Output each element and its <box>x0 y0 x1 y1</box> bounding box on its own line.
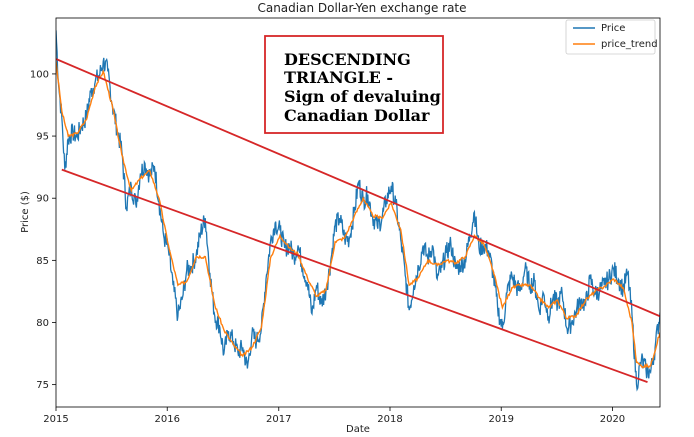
x-tick-label-2019: 2019 <box>489 414 514 425</box>
annotation-line-4: Canadian Dollar <box>284 106 430 125</box>
y-tick-label-85: 85 <box>36 256 49 267</box>
y-axis-title: Price ($) <box>20 191 31 233</box>
y-tick-label-90: 90 <box>36 194 49 205</box>
annotation-line-1: DESCENDING <box>284 50 411 69</box>
legend: Price price_trend <box>565 19 658 55</box>
y-axis-ticks: 75 80 85 90 95 100 <box>30 69 56 391</box>
series-line-price <box>56 30 660 392</box>
legend-label-price: Price <box>601 23 625 34</box>
y-tick-label-80: 80 <box>36 318 49 329</box>
x-axis-title: Date <box>346 424 370 435</box>
y-tick-label-100: 100 <box>30 69 49 80</box>
x-tick-label-2016: 2016 <box>155 414 180 425</box>
y-tick-label-95: 95 <box>36 132 49 143</box>
x-tick-label-2015: 2015 <box>43 414 68 425</box>
x-tick-label-2020: 2020 <box>600 414 625 425</box>
y-tick-label-75: 75 <box>36 380 49 391</box>
annotation-border <box>264 35 444 134</box>
upper-trendline <box>56 58 660 318</box>
annotation-line-2: TRIANGLE - <box>284 68 393 87</box>
lower-trendline <box>61 168 648 383</box>
chart-title: Canadian Dollar-Yen exchange rate <box>257 1 466 15</box>
legend-label-price-trend: price_trend <box>601 39 658 50</box>
x-axis-ticks: 2015 2016 2017 2018 2019 2020 <box>43 407 625 425</box>
x-tick-label-2017: 2017 <box>266 414 291 425</box>
annotation-line-3: Sign of devaluing <box>284 87 441 106</box>
x-tick-label-2018: 2018 <box>377 414 402 425</box>
annotation-box: DESCENDING TRIANGLE - Sign of devaluing … <box>264 35 444 134</box>
plot-frame <box>55 17 661 408</box>
series-line-price-trend <box>56 61 660 369</box>
